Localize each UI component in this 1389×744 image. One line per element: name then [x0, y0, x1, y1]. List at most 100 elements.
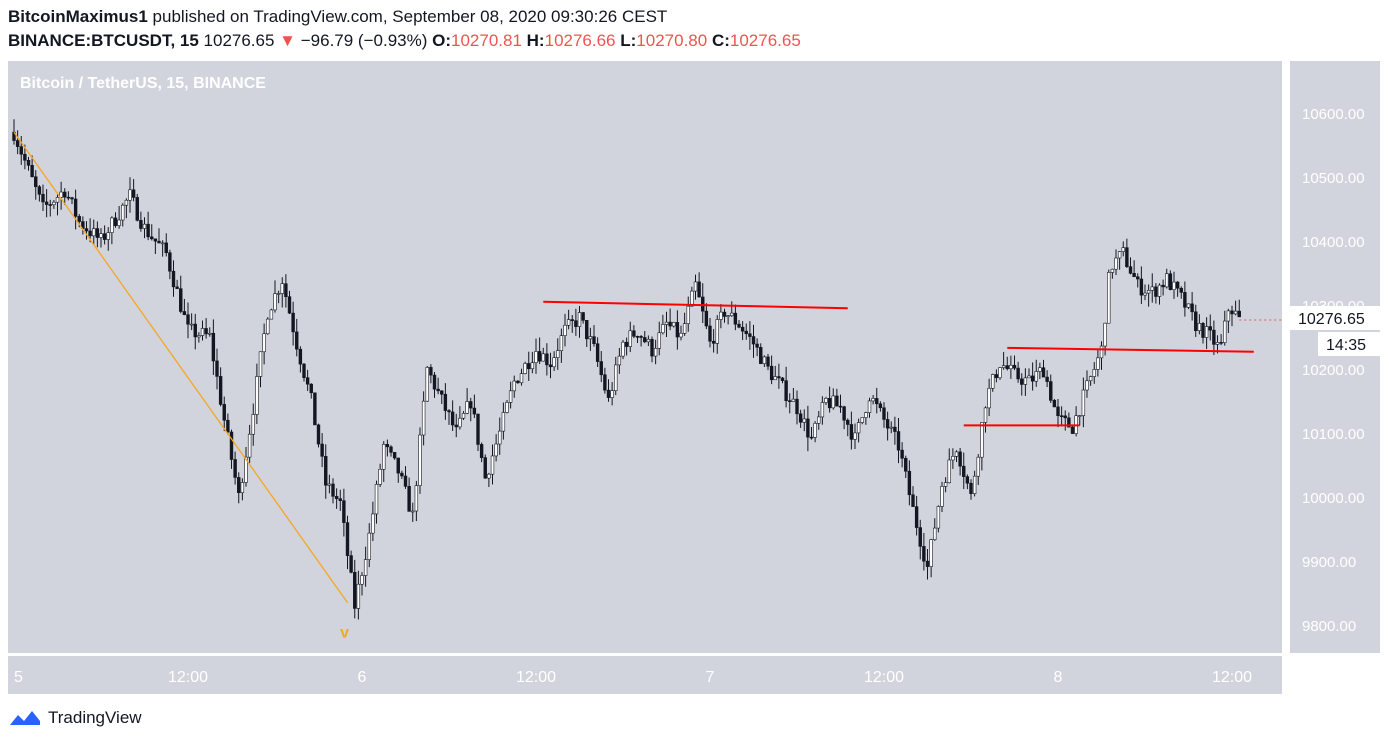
- candle-body: [142, 223, 147, 229]
- high-value: 10276.66: [544, 31, 616, 50]
- candle-body: [1085, 380, 1089, 391]
- candle-body: [624, 341, 629, 347]
- candle-body: [150, 236, 154, 240]
- candle-body: [784, 380, 788, 401]
- candle-body: [628, 330, 632, 347]
- candle-body: [204, 328, 208, 335]
- candle-body: [186, 314, 190, 325]
- candle-body: [461, 413, 466, 419]
- candle-body: [1056, 406, 1060, 417]
- candle-body: [400, 472, 404, 477]
- candle-body: [302, 363, 306, 378]
- price-axis[interactable]: [1290, 61, 1380, 653]
- candle-body: [262, 333, 266, 353]
- candle-body: [1088, 376, 1093, 382]
- candle-body: [121, 204, 125, 221]
- candle-body: [1154, 286, 1158, 297]
- candle-body: [933, 527, 937, 540]
- candle-body: [197, 335, 201, 338]
- price-tick-label: 9900.00: [1302, 554, 1356, 571]
- candle-body: [943, 482, 948, 487]
- tradingview-logo-icon[interactable]: [8, 709, 42, 727]
- candle-body: [99, 233, 103, 238]
- candle-body: [1114, 257, 1118, 270]
- candle-body: [255, 376, 259, 415]
- candle-body: [287, 296, 292, 314]
- candle-body: [726, 315, 730, 318]
- candle-body: [614, 364, 618, 391]
- candle-body: [55, 197, 60, 203]
- candle-body: [1121, 247, 1125, 252]
- candle-body: [922, 546, 926, 562]
- candle-body: [37, 186, 42, 195]
- candle-body: [432, 374, 437, 390]
- candle-body: [976, 456, 980, 477]
- candle-body: [113, 217, 118, 226]
- candle-body: [682, 323, 687, 334]
- candle-body: [657, 332, 661, 349]
- candle-body: [606, 389, 611, 398]
- candle-body: [871, 398, 875, 402]
- price-chart[interactable]: Bitcoin / TetherUS, 15, BINANCE v 10600.…: [0, 58, 1389, 698]
- candle-body: [962, 465, 966, 477]
- candle-body: [421, 400, 426, 436]
- candle-body: [342, 500, 346, 523]
- last-price: 10276.65: [203, 31, 275, 50]
- candle-body: [621, 341, 625, 357]
- candle-body: [512, 380, 516, 392]
- candle-body: [1038, 367, 1042, 372]
- chart-title: Bitcoin / TetherUS, 15, BINANCE: [20, 75, 266, 92]
- candle-body: [592, 336, 596, 345]
- candle-body: [954, 451, 959, 457]
- candle-body: [208, 332, 212, 335]
- candle-body: [846, 419, 850, 425]
- candle-body: [349, 555, 353, 573]
- candle-body: [458, 417, 462, 428]
- candle-body: [1201, 323, 1205, 338]
- candle-body: [530, 362, 535, 370]
- candle-body: [853, 432, 857, 440]
- candle-body: [465, 401, 469, 414]
- countdown-label: 14:35: [1326, 337, 1366, 354]
- candle-body: [646, 339, 651, 343]
- candle-body: [1143, 292, 1147, 296]
- plot-area[interactable]: [8, 61, 1282, 653]
- price-axis-labels: 10600.0010500.0010400.0010300.0010200.00…: [1302, 106, 1365, 635]
- candle-body: [1161, 284, 1165, 288]
- candle-body: [1081, 389, 1086, 416]
- candles-layer: [12, 119, 1241, 620]
- candle-body: [34, 176, 38, 188]
- publication-header: BitcoinMaximus1 published on TradingView…: [8, 7, 667, 27]
- time-axis[interactable]: [8, 656, 1282, 694]
- candle-body: [711, 340, 716, 344]
- candle-body: [661, 324, 665, 334]
- candle-body: [498, 430, 502, 445]
- candle-body: [15, 140, 20, 147]
- candle-body: [128, 189, 132, 201]
- candle-body: [817, 416, 821, 424]
- candle-body: [813, 423, 817, 438]
- candle-body: [70, 197, 74, 200]
- candle-body: [548, 364, 553, 368]
- time-tick-label: 12:00: [864, 669, 904, 686]
- brand-name[interactable]: TradingView: [48, 708, 142, 727]
- candle-body: [389, 446, 393, 453]
- close-label: C:: [711, 31, 730, 50]
- candle-body: [998, 367, 1002, 379]
- candle-body: [842, 406, 846, 421]
- author-name[interactable]: BitcoinMaximus1: [8, 7, 148, 26]
- candle-body: [617, 355, 622, 366]
- candle-body: [1223, 320, 1227, 343]
- candle-body: [740, 326, 745, 332]
- symbol-label: BINANCE:BTCUSDT, 15: [8, 31, 199, 50]
- candle-body: [893, 426, 897, 432]
- candle-body: [26, 159, 31, 166]
- candle-body: [690, 290, 694, 307]
- candle-body: [541, 353, 545, 362]
- candle-body: [824, 398, 828, 403]
- candle-body: [1099, 345, 1104, 359]
- candle-body: [1103, 322, 1107, 347]
- candle-body: [751, 336, 756, 345]
- high-label: H:: [526, 31, 545, 50]
- candle-body: [719, 311, 723, 320]
